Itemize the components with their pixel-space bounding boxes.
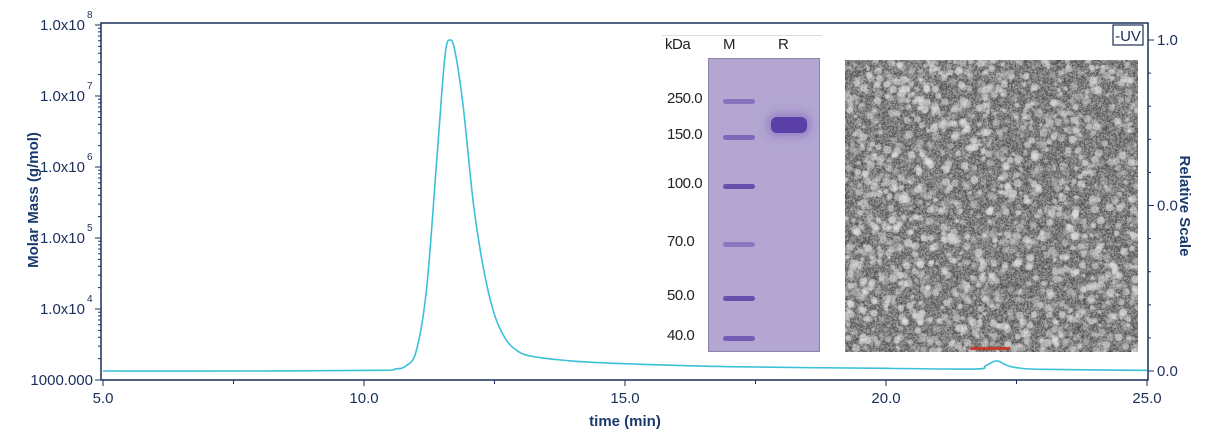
y-left-tick-exponent: 4: [87, 294, 93, 305]
gel-unit-label: kDa: [665, 36, 691, 53]
axes: 5.0 10.0 15.0 20.0 25.01.0x1081.0x1071.0x106…: [30, 10, 1177, 407]
y-left-tick-exponent: 7: [87, 81, 93, 92]
y-left-tick-exponent: 5: [87, 223, 93, 234]
gel-lane-label-m: M: [723, 36, 736, 53]
gel-marker-band: [723, 296, 755, 301]
gel-marker-band: [723, 135, 755, 140]
y-axis-left-label: Molar Mass (g/mol): [25, 132, 42, 268]
gel-marker-label: 150.0: [667, 126, 703, 143]
y-right-tick-label: 1.0: [1157, 32, 1178, 49]
gel-marker-label: 70.0: [667, 233, 695, 250]
gel-marker-band: [723, 99, 755, 104]
y-left-tick-label: 1000.000: [30, 372, 93, 389]
x-tick-label: 15.0: [610, 390, 639, 407]
x-tick-label: 5.0: [93, 390, 114, 407]
em-micrograph-inset: [845, 60, 1138, 352]
gel-marker-label: 250.0: [667, 90, 703, 107]
x-axis-label: time (min): [589, 413, 661, 430]
y-left-tick-label: 1.0x10: [40, 159, 85, 176]
gel-marker-label: 50.0: [667, 287, 695, 304]
legend-box: [1112, 24, 1144, 46]
y-left-tick-exponent: 6: [87, 152, 93, 163]
x-tick-label: 20.0: [871, 390, 900, 407]
gel-image: [708, 58, 820, 352]
gel-marker-band: [723, 336, 755, 341]
gel-header-line: [662, 35, 822, 36]
uv-trace-group: [102, 39, 1148, 372]
gel-lane-label-r: R: [778, 36, 789, 53]
gel-marker-band: [723, 242, 755, 247]
y-left-tick-label: 1.0x10: [40, 301, 85, 318]
y-axis-right-label: Relative Scale: [1176, 156, 1193, 257]
y-left-tick-label: 1.0x10: [40, 88, 85, 105]
uv-trace-line: [102, 39, 1148, 372]
x-tick-label: 10.0: [349, 390, 378, 407]
y-right-tick-label: 0.0: [1157, 363, 1178, 380]
y-left-tick-label: 1.0x10: [40, 230, 85, 247]
legend-label: -UV: [1115, 28, 1141, 45]
x-tick-label: 25.0: [1132, 390, 1161, 407]
plot-frame: [100, 22, 1149, 381]
y-left-tick-label: 1.0x10: [40, 17, 85, 34]
gel-marker-band: [723, 184, 755, 189]
y-left-tick-exponent: 8: [87, 10, 93, 21]
gel-sample-band: [771, 117, 807, 133]
y-right-tick-label: 0.0: [1157, 198, 1178, 215]
gel-marker-label: 100.0: [667, 175, 703, 192]
gel-marker-label: 40.0: [667, 327, 695, 344]
